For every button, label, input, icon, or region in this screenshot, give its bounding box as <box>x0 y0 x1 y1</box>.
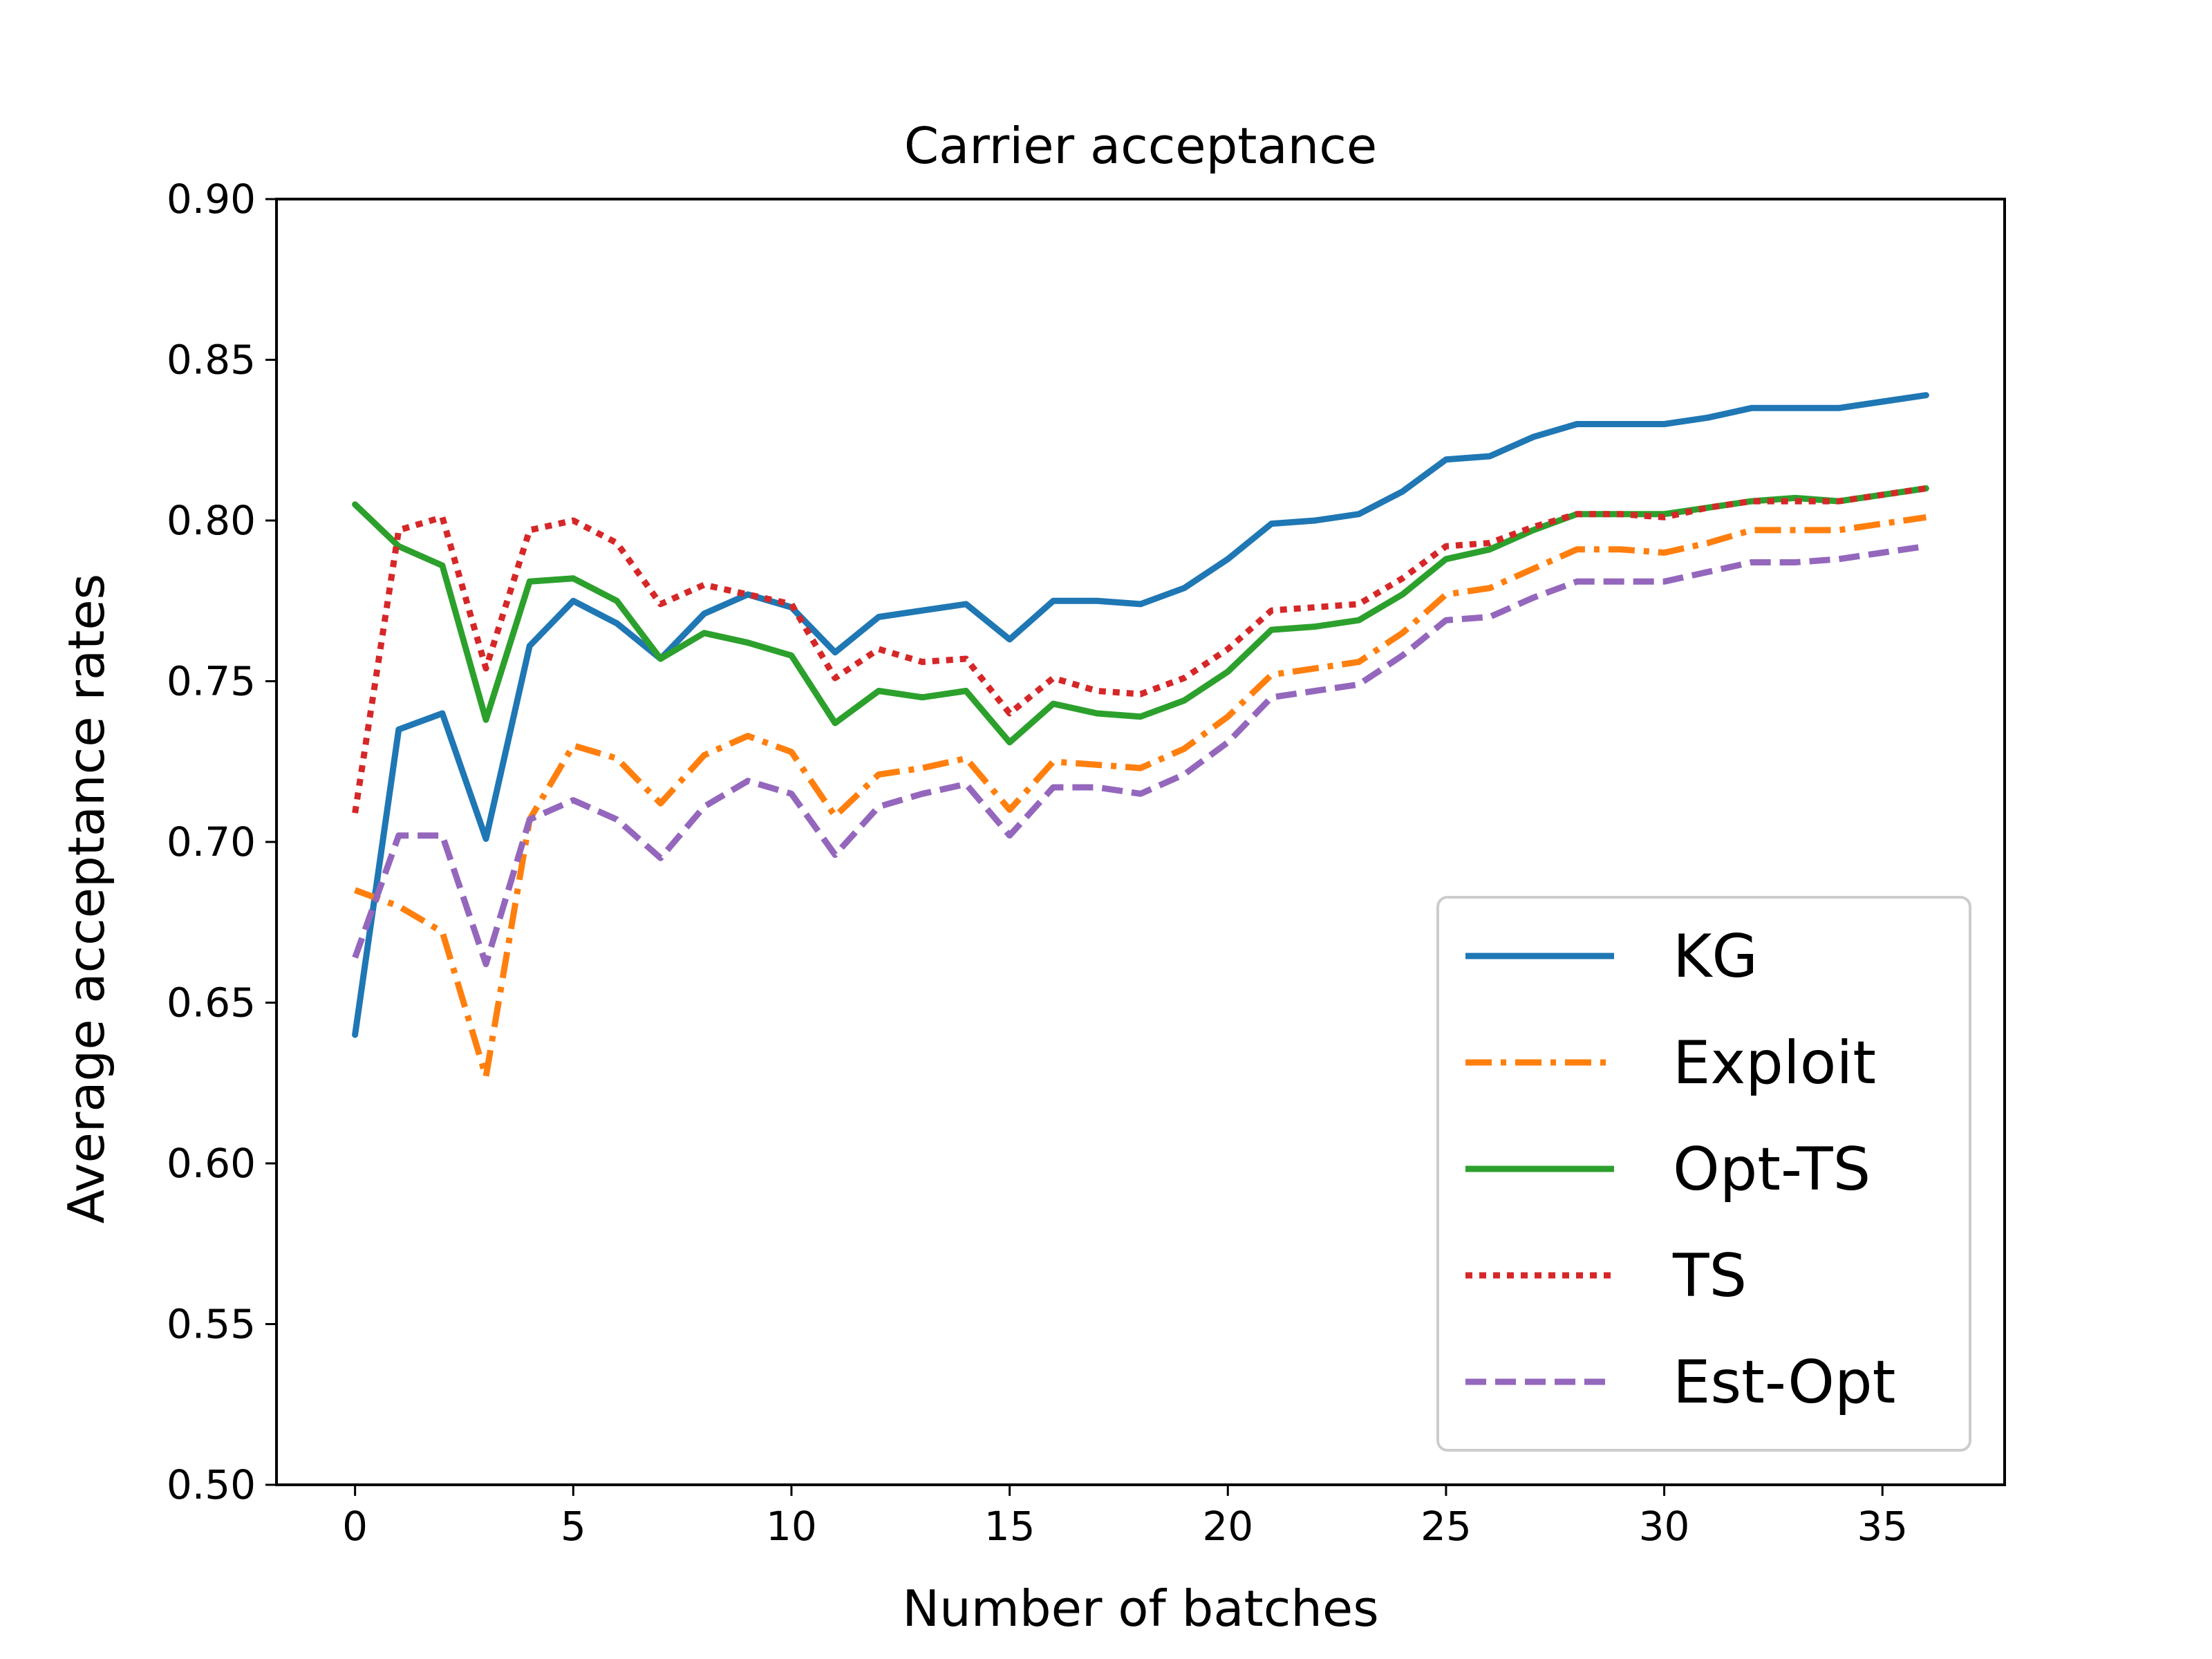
x-tick-label: 25 <box>1421 1503 1472 1550</box>
x-tick-label: 10 <box>766 1503 817 1550</box>
x-axis-label: Number of batches <box>902 1580 1378 1638</box>
legend: KG Exploit Opt-TS TS Est-Opt <box>1436 896 1971 1452</box>
x-tick-label: 15 <box>984 1503 1035 1550</box>
series-line-est-opt <box>352 543 1927 968</box>
x-tick-label: 20 <box>1202 1503 1253 1550</box>
series-line-kg <box>352 392 1929 1038</box>
y-tick-label: 0.90 <box>167 176 256 223</box>
y-tick-label: 0.75 <box>167 658 256 705</box>
series-line-exploit <box>354 514 1927 1080</box>
y-axis-label: Average acceptance rates <box>57 574 115 1224</box>
series-line-ts <box>352 485 1927 814</box>
axis-ticks: 0 5 10 15 20 25 30 35 0.50 0.55 0.60 0.65 0.70 0.75 0.… <box>167 176 1908 1550</box>
legend-box <box>1436 896 1971 1452</box>
legend-label: KG <box>1673 922 1758 991</box>
y-tick-label: 0.55 <box>167 1301 256 1348</box>
series-group <box>352 392 1929 1080</box>
plot-frame <box>275 198 2006 1486</box>
x-tick-label: 0 <box>342 1503 368 1550</box>
legend-label: Est-Opt <box>1673 1348 1895 1417</box>
legend-label: TS <box>1672 1241 1747 1311</box>
x-tick-label: 30 <box>1639 1503 1690 1550</box>
y-tick-label: 0.70 <box>167 818 256 865</box>
legend-label: Opt-TS <box>1673 1135 1871 1204</box>
y-tick-label: 0.50 <box>167 1461 256 1508</box>
x-tick-label: 5 <box>561 1503 586 1550</box>
chart-title: Carrier acceptance <box>904 117 1377 175</box>
y-tick-label: 0.85 <box>167 337 256 384</box>
y-tick-label: 0.80 <box>167 497 256 544</box>
y-tick-label: 0.65 <box>167 980 256 1027</box>
legend-label: Exploit <box>1673 1029 1876 1098</box>
x-tick-label: 35 <box>1857 1503 1908 1550</box>
y-tick-label: 0.60 <box>167 1140 256 1187</box>
